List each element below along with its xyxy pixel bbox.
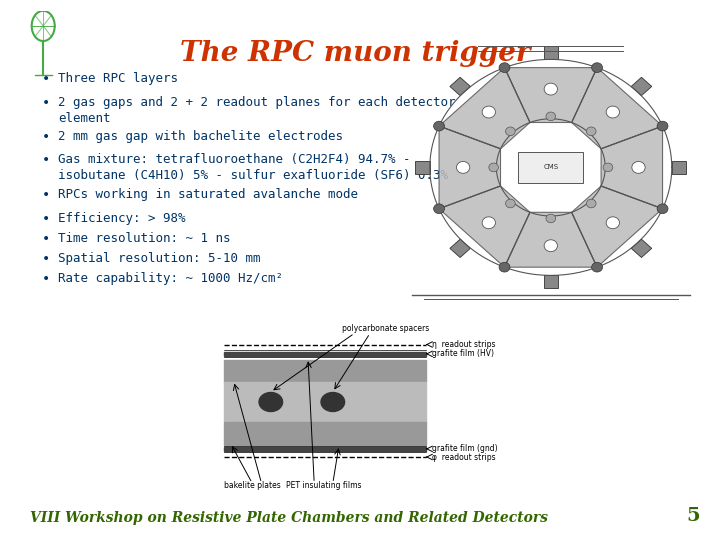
Text: Efficiency: > 98%: Efficiency: > 98%: [58, 212, 186, 225]
Text: bakelite plates: bakelite plates: [224, 481, 281, 490]
Text: •: •: [42, 130, 50, 144]
FancyBboxPatch shape: [518, 152, 583, 183]
Circle shape: [586, 127, 596, 136]
Text: •: •: [42, 212, 50, 226]
Bar: [225, 422, 426, 444]
Text: The RPC muon trigger: The RPC muon trigger: [180, 40, 530, 67]
Circle shape: [544, 83, 557, 95]
Circle shape: [592, 63, 603, 72]
Polygon shape: [601, 126, 662, 209]
Circle shape: [505, 199, 516, 208]
Circle shape: [606, 217, 619, 229]
Polygon shape: [450, 77, 470, 96]
Circle shape: [259, 393, 282, 411]
Polygon shape: [544, 275, 558, 288]
Circle shape: [657, 121, 668, 131]
Circle shape: [632, 161, 645, 173]
Text: PET insulating films: PET insulating films: [286, 481, 361, 490]
Text: 2 gas gaps and 2 + 2 readout planes for each detector
element: 2 gas gaps and 2 + 2 readout planes for …: [58, 96, 456, 125]
Text: •: •: [42, 232, 50, 246]
Text: Spatial resolution: 5-10 mm: Spatial resolution: 5-10 mm: [58, 252, 261, 265]
Circle shape: [433, 121, 444, 131]
Polygon shape: [631, 239, 652, 258]
Text: •: •: [42, 72, 50, 86]
Text: Three RPC layers: Three RPC layers: [58, 72, 178, 85]
Text: •: •: [42, 188, 50, 202]
Text: CMS: CMS: [543, 164, 559, 171]
Polygon shape: [672, 161, 686, 174]
Polygon shape: [544, 46, 558, 59]
Circle shape: [482, 217, 495, 229]
Polygon shape: [505, 68, 597, 123]
Text: grafite film (HV): grafite film (HV): [432, 349, 494, 359]
Circle shape: [499, 262, 510, 272]
Bar: [225, 382, 426, 422]
Circle shape: [433, 204, 444, 214]
Polygon shape: [439, 126, 500, 209]
Polygon shape: [450, 239, 470, 258]
Circle shape: [321, 393, 345, 411]
Circle shape: [544, 240, 557, 252]
Text: VIII Workshop on Resistive Plate Chambers and Related Detectors: VIII Workshop on Resistive Plate Chamber…: [30, 511, 548, 525]
Text: Gas mixture: tetrafluoroethane (C2H2F4) 94.7% -
isobutane (C4H10) 5% - sulfur ex: Gas mixture: tetrafluoroethane (C2H2F4) …: [58, 153, 448, 181]
Text: grafite film (gnd): grafite film (gnd): [432, 444, 498, 454]
Polygon shape: [439, 186, 530, 267]
Circle shape: [456, 161, 469, 173]
Text: •: •: [42, 96, 50, 110]
Polygon shape: [631, 77, 652, 96]
Polygon shape: [505, 212, 597, 267]
Circle shape: [546, 214, 556, 222]
Text: •: •: [42, 252, 50, 266]
Text: φ  readout strips: φ readout strips: [432, 453, 495, 462]
Text: •: •: [42, 272, 50, 286]
Text: polycarbonate spacers: polycarbonate spacers: [342, 324, 429, 333]
Text: •: •: [42, 153, 50, 167]
Circle shape: [606, 106, 619, 118]
Text: η  readout strips: η readout strips: [432, 340, 495, 349]
Bar: [225, 352, 426, 356]
Circle shape: [505, 127, 516, 136]
Circle shape: [482, 106, 495, 118]
Bar: [225, 360, 426, 382]
Circle shape: [546, 112, 556, 120]
Text: Time resolution: ~ 1 ns: Time resolution: ~ 1 ns: [58, 232, 230, 245]
Polygon shape: [415, 161, 430, 174]
Polygon shape: [572, 68, 662, 149]
Polygon shape: [572, 186, 662, 267]
Circle shape: [489, 163, 498, 172]
Polygon shape: [439, 68, 530, 149]
Circle shape: [657, 204, 668, 214]
Text: Rate capability: ~ 1000 Hz/cm²: Rate capability: ~ 1000 Hz/cm²: [58, 272, 283, 285]
Circle shape: [603, 163, 613, 172]
Text: 2 mm gas gap with bachelite electrodes: 2 mm gas gap with bachelite electrodes: [58, 130, 343, 143]
Circle shape: [592, 262, 603, 272]
Circle shape: [499, 63, 510, 72]
Text: 5: 5: [686, 507, 700, 525]
Circle shape: [586, 199, 596, 208]
Bar: [225, 447, 426, 451]
Text: RPCs working in saturated avalanche mode: RPCs working in saturated avalanche mode: [58, 188, 358, 201]
